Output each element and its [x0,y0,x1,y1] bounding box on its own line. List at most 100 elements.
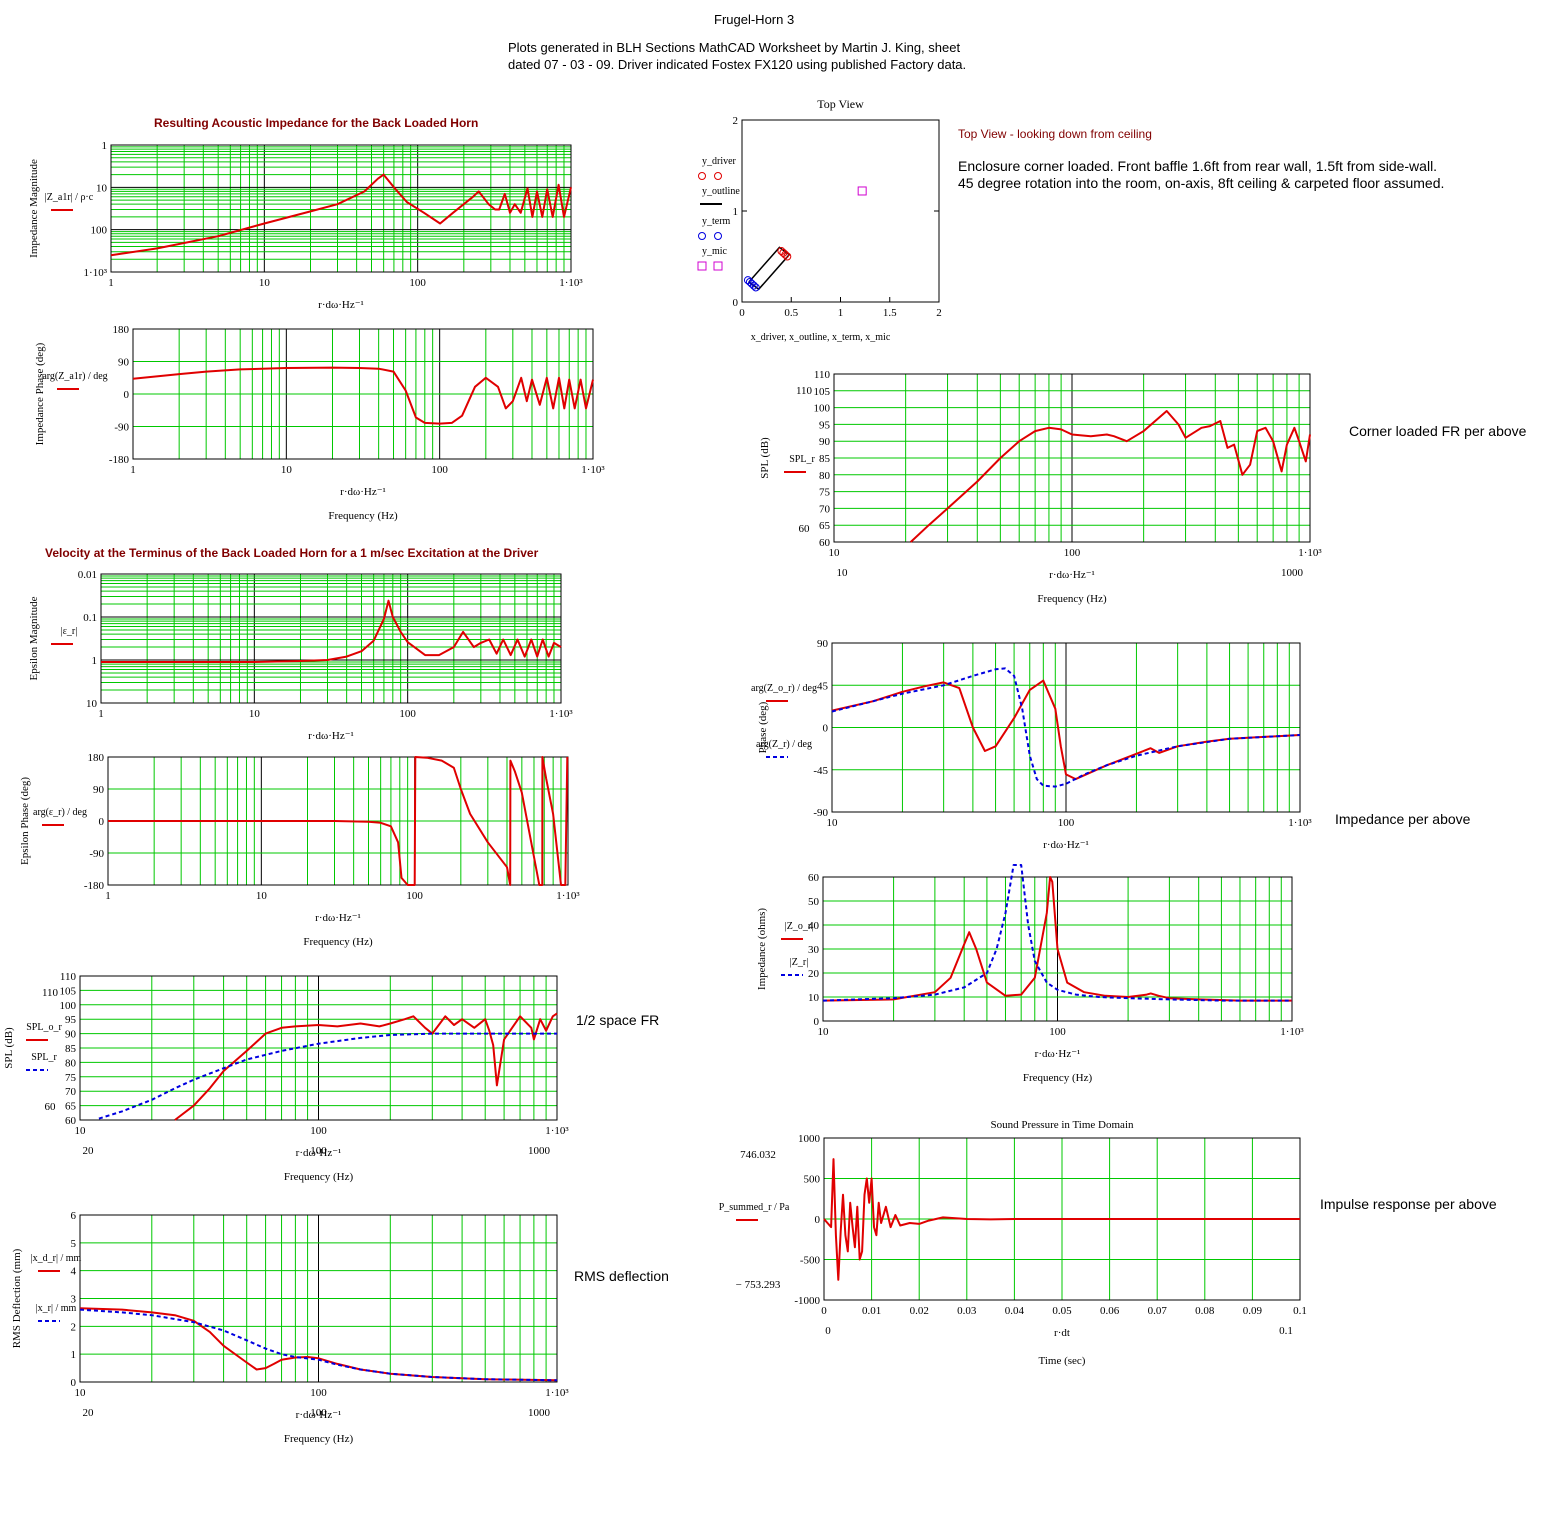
topview-xtick-label: 0 [739,307,745,319]
imp_phase-xlabel: r·dω·Hz⁻¹ [340,486,386,498]
phase_room-series-1 [831,667,1301,788]
spl_half-ylabel: SPL (dB) [3,1027,15,1069]
spl_half-xtick-extra: 20 [83,1145,95,1157]
time-xtick-extra: 0.1 [1279,1325,1293,1337]
eps_phase-ytick-label: 0 [99,816,105,828]
spl_half-xlabel: r·dω·Hz⁻¹ [296,1147,342,1159]
rms-series-1 [79,1308,558,1382]
spl_half-ytick-label: 70 [65,1086,77,1098]
topview-xtick-label: 1.5 [883,307,897,319]
topview-ytick-label: 1 [733,206,739,218]
half-space-note: 1/2 space FR [576,1012,660,1028]
imp_mag-ytick-label: 10 [96,182,108,194]
eps_phase-xtick-label: 1 [105,890,111,902]
rms-ytick-label: 6 [71,1210,77,1222]
imp_phase-xtick-label: 10 [281,464,293,476]
imp_room-ytick-label: 20 [808,968,820,980]
imp_phase-ytick-label: 180 [113,324,130,336]
spl_corner-ytick-label: 60 [819,537,831,549]
eps_phase-ytick-label: -90 [89,848,104,860]
rms-note: RMS deflection [574,1268,669,1284]
spl_half-legend-label: SPL_r [31,1052,57,1063]
eps_phase-xtick-label: 1·10³ [556,890,580,902]
rms-xtick-label: 1·10³ [545,1387,569,1399]
spl_corner-ytick-label: 110 [814,369,831,381]
time-xtick-label: 0.03 [957,1305,977,1317]
imp_room-ylabel: Impedance (ohms) [756,908,768,990]
topview-term-point [749,281,758,290]
imp_mag-xtick-label: 100 [409,277,426,289]
topview-driver-point [783,252,792,261]
time-xtick-extra: 0 [825,1325,831,1337]
eps_phase-legend-label: arg(ε_r) / deg [33,807,87,818]
corner-fr-note: Corner loaded FR per above [1349,423,1527,439]
topview-legend-label: y_outline [702,186,740,197]
spl_half-grid [79,975,558,1121]
imp_room-xtitle: Frequency (Hz) [1023,1072,1093,1084]
spl_corner-xtick-extra: 10 [837,567,849,579]
phase_room-ytick-label: 45 [817,680,829,692]
spl_half-ytick-label: 85 [65,1043,77,1055]
imp_mag-xtick-label: 1 [108,277,114,289]
imp_room-xtick-label: 10 [818,1026,830,1038]
topview-legend-marker [713,261,723,271]
imp_room-frame [822,876,1293,1022]
topview-xtick-label: 1 [838,307,844,319]
rms-xtick-extra: 1000 [528,1407,551,1419]
topview-title: Top View [817,97,864,111]
rms-xtitle: Frequency (Hz) [284,1433,354,1445]
phase_room-grid [831,642,1301,813]
imp_room-xtick-label: 100 [1049,1026,1066,1038]
phase_room-ytick-label: -45 [813,765,828,777]
spl_half-ytick-label: 60 [65,1115,77,1127]
time-xlabel: r·dt [1054,1327,1070,1339]
spl_corner-ytick-label: 95 [819,419,831,431]
imp_phase-ytick-label: -180 [109,454,130,466]
time-xtick-label: 0.01 [862,1305,881,1317]
topview-legend-marker [698,232,706,240]
rms-xtick-extra: 20 [83,1407,95,1419]
spl_half-ytick-label: 90 [65,1029,77,1041]
eps_phase-xlabel: r·dω·Hz⁻¹ [315,912,361,924]
topview-ytick-label: 2 [733,115,739,127]
time-xtick-label: 0 [821,1305,827,1317]
phase_room-xlabel: r·dω·Hz⁻¹ [1043,839,1089,851]
rms-xtick-extra: 100 [310,1407,327,1419]
phase_room-frame [831,642,1301,813]
imp_mag-ytick-label: 1 [102,140,108,152]
imp_mag-ytick-label: 100 [91,225,108,237]
subtitle-line-1: Plots generated in BLH Sections MathCAD … [508,40,961,55]
eps_mag-xtick-label: 10 [249,708,261,720]
rms-ylabel: RMS Deflection (mm) [11,1248,23,1348]
eps_mag-grid [100,573,562,704]
imp_mag-xtick-label: 1·10³ [559,277,583,289]
imp_mag-grid [110,144,572,273]
imp_phase-xtick-label: 1·10³ [581,464,605,476]
spl_half-xtick-label: 100 [310,1125,327,1137]
topview-caption: Top View - looking down from ceiling [958,127,1152,141]
spl_half-ytick-label: 80 [65,1057,77,1069]
spl_half-ytick-label: 75 [65,1072,77,1084]
spl_half-ytick-label: 95 [65,1014,77,1026]
imp_room-grid [822,876,1293,1022]
topview-legend-marker [698,172,706,180]
phase_room-ylabel: Phase (deg) [757,701,769,753]
phase_room-legend-label: arg(Z_o_r) / deg [751,683,817,694]
spl_corner-ytick-extra: 60 [799,523,811,535]
imp_phase-series-0 [132,366,594,425]
imp_phase-legend-label: arg(Z_a1r) / deg [42,371,107,382]
phase_room-xtick-label: 100 [1058,817,1075,829]
phase_room-legend-label: arg(Z_r) / deg [756,739,812,750]
eps_mag-ylabel: Epsilon Magnitude [28,596,40,680]
rms-grid [79,1214,558,1383]
topview-xlabel: x_driver, x_outline, x_term, x_mic [751,332,891,343]
eps_mag-xlabel: r·dω·Hz⁻¹ [308,730,354,742]
eps_phase-ytick-label: 90 [93,784,105,796]
time-legend-label: P_summed_r / Pa [719,1202,790,1213]
spl_corner-ytick-label: 90 [819,436,831,448]
rms-ytick-label: 5 [71,1238,77,1250]
phase_room-ytick-label: -90 [813,807,828,819]
imp_phase-frame [132,328,594,460]
imp_room-ytick-label: 10 [808,992,820,1004]
spl_corner-xtitle: Frequency (Hz) [1037,593,1107,605]
